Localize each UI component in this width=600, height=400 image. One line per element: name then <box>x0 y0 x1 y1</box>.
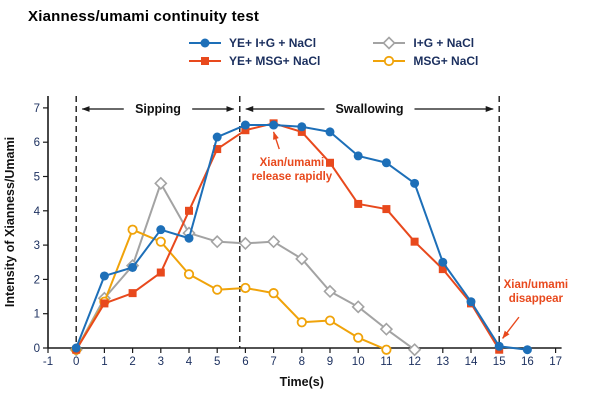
legend-marker-circle-open <box>373 55 406 67</box>
chart-title: Xianness/umami continuity test <box>28 8 260 25</box>
legend-item: YE+ I+G + NaCl <box>188 36 320 50</box>
annotation-arrow <box>502 316 520 339</box>
annotation-text: Xian/umami <box>260 157 325 169</box>
x-tick-label: 10 <box>352 356 365 368</box>
annotation: Xian/umami release rapidly <box>252 131 333 183</box>
x-tick-label: 12 <box>408 356 421 368</box>
x-tick-label: 11 <box>380 356 392 368</box>
x-tick-label: 16 <box>521 356 534 368</box>
y-tick-label: 3 <box>34 240 40 252</box>
x-tick-label: 3 <box>158 356 164 368</box>
series-1 <box>72 119 504 354</box>
y-tick-label: 0 <box>34 343 40 355</box>
x-tick-label: 1 <box>101 356 107 368</box>
series-2 <box>69 176 422 357</box>
phase-label: Sipping <box>135 102 181 116</box>
legend-label: I+G + NaCl <box>413 36 475 50</box>
x-tick-label: 5 <box>214 356 220 368</box>
x-tick-label: 6 <box>242 356 248 368</box>
legend-label: YE+ MSG+ NaCl <box>229 54 321 68</box>
x-tick-label: 15 <box>493 356 506 368</box>
legend-marker-square-filled <box>189 57 221 65</box>
legend-item: MSG+ NaCl <box>372 54 478 68</box>
x-tick-label: 9 <box>327 356 333 368</box>
x-tick-label: 14 <box>465 356 478 368</box>
x-tick-label: 13 <box>436 356 449 368</box>
series-3 <box>71 224 392 355</box>
annotation-text: release rapidly <box>252 171 333 183</box>
legend: YE+ I+G + NaCl YE+ MSG+ NaCl I+G + NaCl MSG… <box>188 36 478 68</box>
x-tick-label: -1 <box>43 356 53 368</box>
annotation: Xian/umami disappear <box>502 279 569 339</box>
x-tick-label: 7 <box>270 356 276 368</box>
legend-item: YE+ MSG+ NaCl <box>188 54 320 68</box>
annotation-text: Xian/umami <box>504 279 569 291</box>
y-tick-label: 5 <box>34 172 40 184</box>
legend-label: YE+ I+G + NaCl <box>229 36 317 50</box>
x-tick-label: 4 <box>186 356 193 368</box>
x-tick-label: 2 <box>129 356 135 368</box>
annotation-arrow <box>272 131 280 150</box>
series-0 <box>71 120 532 355</box>
legend-label: MSG+ NaCl <box>413 54 479 68</box>
x-axis-title: Time(s) <box>280 375 324 389</box>
phase-label: Swallowing <box>335 102 403 116</box>
x-tick-label: 0 <box>73 356 79 368</box>
y-tick-label: 7 <box>34 103 40 115</box>
y-tick-label: 6 <box>34 137 40 149</box>
annotation-text: disappear <box>509 293 564 305</box>
legend-item: I+G + NaCl <box>372 36 478 50</box>
x-tick-label: 17 <box>549 356 562 368</box>
legend-marker-circle-filled <box>189 38 221 48</box>
legend-marker-diamond-open <box>373 36 406 50</box>
y-tick-label: 4 <box>34 206 41 218</box>
plot: -1 0 1 2 3 4 5 6 7 8 9 10 11 12 13 14 15 16 1701234567Inte… <box>3 96 569 389</box>
y-axis-title: Intensity of Xianness/Umami <box>3 137 17 307</box>
y-tick-label: 1 <box>34 309 40 321</box>
y-tick-label: 2 <box>34 274 40 286</box>
x-tick-label: 8 <box>299 356 305 368</box>
